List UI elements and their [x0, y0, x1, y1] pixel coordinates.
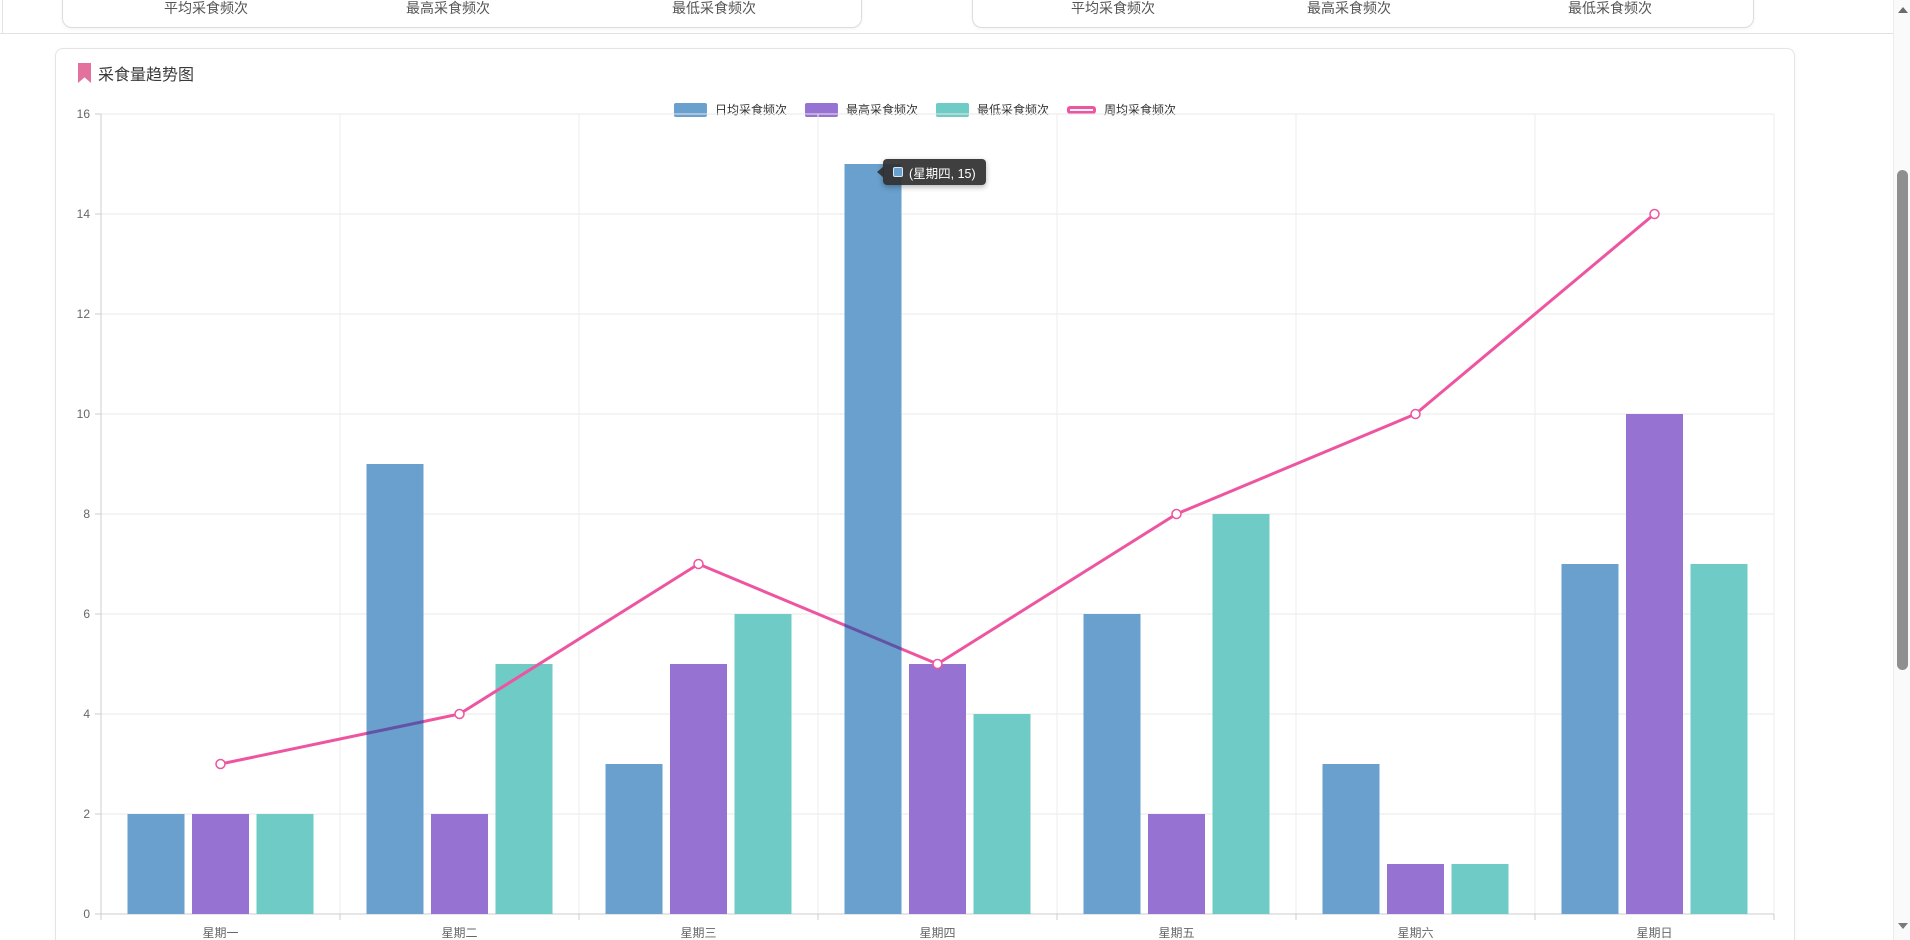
bar-最低采食频次-星期二[interactable]	[495, 664, 553, 914]
bar-最高采食频次-星期一[interactable]	[192, 814, 249, 914]
bar-日均采食频次-星期二[interactable]	[366, 464, 424, 914]
bar-日均采食频次-星期日[interactable]	[1561, 564, 1619, 914]
bar-最高采食频次-星期日[interactable]	[1626, 414, 1683, 914]
section-divider	[0, 33, 1910, 34]
line-point-星期一[interactable]	[215, 758, 226, 770]
stat-card-right: 平均采食频次 最高采食频次 最低采食频次	[972, 0, 1754, 28]
bar-最低采食频次-星期日[interactable]	[1690, 564, 1748, 914]
bar-最低采食频次-星期一[interactable]	[256, 814, 314, 914]
x-axis-label: 星期三	[680, 926, 716, 940]
bar-日均采食频次-星期五[interactable]	[1083, 614, 1141, 914]
bar-最低采食频次-星期三[interactable]	[734, 614, 792, 914]
chart-tooltip: (星期四, 15)	[877, 159, 986, 185]
feed-trend-chart[interactable]: 0 2 4 6 8 10 12 14 16 星期一 星期二 星期三 星期四 星期五 星期六 星期日	[56, 49, 1796, 940]
bar-最低采食频次-星期五[interactable]	[1212, 514, 1270, 914]
scroll-up-icon[interactable]	[1898, 7, 1908, 13]
stat-label: 最低采食频次	[1568, 0, 1652, 16]
bar-日均采食频次-星期六[interactable]	[1322, 764, 1380, 914]
stat-label: 平均采食频次	[1071, 0, 1155, 16]
x-axis-label: 星期六	[1397, 926, 1433, 940]
stat-label: 平均采食频次	[164, 0, 248, 16]
scrollbar-thumb[interactable]	[1897, 170, 1908, 670]
bar-日均采食频次-星期一[interactable]	[127, 814, 185, 914]
tooltip-text: (星期四, 15)	[909, 166, 976, 181]
scroll-down-icon[interactable]	[1898, 923, 1908, 929]
y-axis-label: 4	[83, 707, 90, 721]
y-axis-label: 2	[83, 807, 90, 821]
bar-最低采食频次-星期四[interactable]	[973, 714, 1031, 914]
y-axis-label: 14	[77, 207, 91, 221]
legend-swatch-icon	[1067, 105, 1097, 114]
line-point-星期四[interactable]	[932, 658, 943, 670]
panel-header: 采食量趋势图	[78, 61, 194, 85]
x-axis-label: 星期二	[441, 926, 477, 940]
y-axis-label: 10	[77, 407, 91, 421]
x-axis-label: 星期一	[202, 926, 238, 940]
bookmark-icon	[78, 63, 91, 83]
y-axis-label: 16	[77, 107, 91, 121]
stat-card-left: 平均采食频次 最高采食频次 最低采食频次	[62, 0, 862, 28]
bar-日均采食频次-星期三[interactable]	[605, 764, 663, 914]
tooltip-series-marker	[893, 167, 903, 177]
legend-swatch-icon	[673, 102, 707, 117]
legend-swatch-icon	[936, 102, 969, 117]
line-point-星期二[interactable]	[454, 708, 465, 720]
bar-日均采食频次-星期四[interactable]	[844, 164, 902, 914]
bar-最高采食频次-星期五[interactable]	[1148, 814, 1205, 914]
stat-label: 最高采食频次	[1307, 0, 1391, 16]
line-point-星期五[interactable]	[1171, 508, 1182, 520]
x-axis-label: 星期四	[919, 926, 955, 940]
bar-最高采食频次-星期四[interactable]	[909, 664, 966, 914]
stat-label: 最高采食频次	[406, 0, 490, 16]
line-point-星期三[interactable]	[693, 558, 704, 570]
legend-swatch-icon	[804, 102, 838, 117]
bar-最低采食频次-星期六[interactable]	[1451, 864, 1509, 914]
page-left-edge	[2, 0, 3, 33]
trend-chart-panel: 采食量趋势图 日均采食频次 最高采食频次 最低采食频次 周均采食频次 0 2 4 6 8 10 1…	[55, 48, 1795, 940]
y-axis-label: 0	[83, 907, 90, 921]
page-scrollbar[interactable]	[1893, 0, 1910, 940]
bar-最高采食频次-星期六[interactable]	[1387, 864, 1444, 914]
x-axis-label: 星期日	[1636, 926, 1672, 940]
tooltip-arrow-icon	[877, 166, 884, 178]
panel-title: 采食量趋势图	[98, 67, 195, 84]
stat-label: 最低采食频次	[672, 0, 756, 16]
y-axis-label: 6	[83, 607, 90, 621]
bar-最高采食频次-星期二[interactable]	[431, 814, 488, 914]
line-point-星期日[interactable]	[1649, 208, 1660, 220]
y-axis-label: 12	[77, 307, 91, 321]
x-axis-label: 星期五	[1158, 926, 1194, 940]
bar-最高采食频次-星期三[interactable]	[670, 664, 727, 914]
line-point-星期六[interactable]	[1410, 408, 1421, 420]
y-axis-label: 8	[83, 507, 90, 521]
